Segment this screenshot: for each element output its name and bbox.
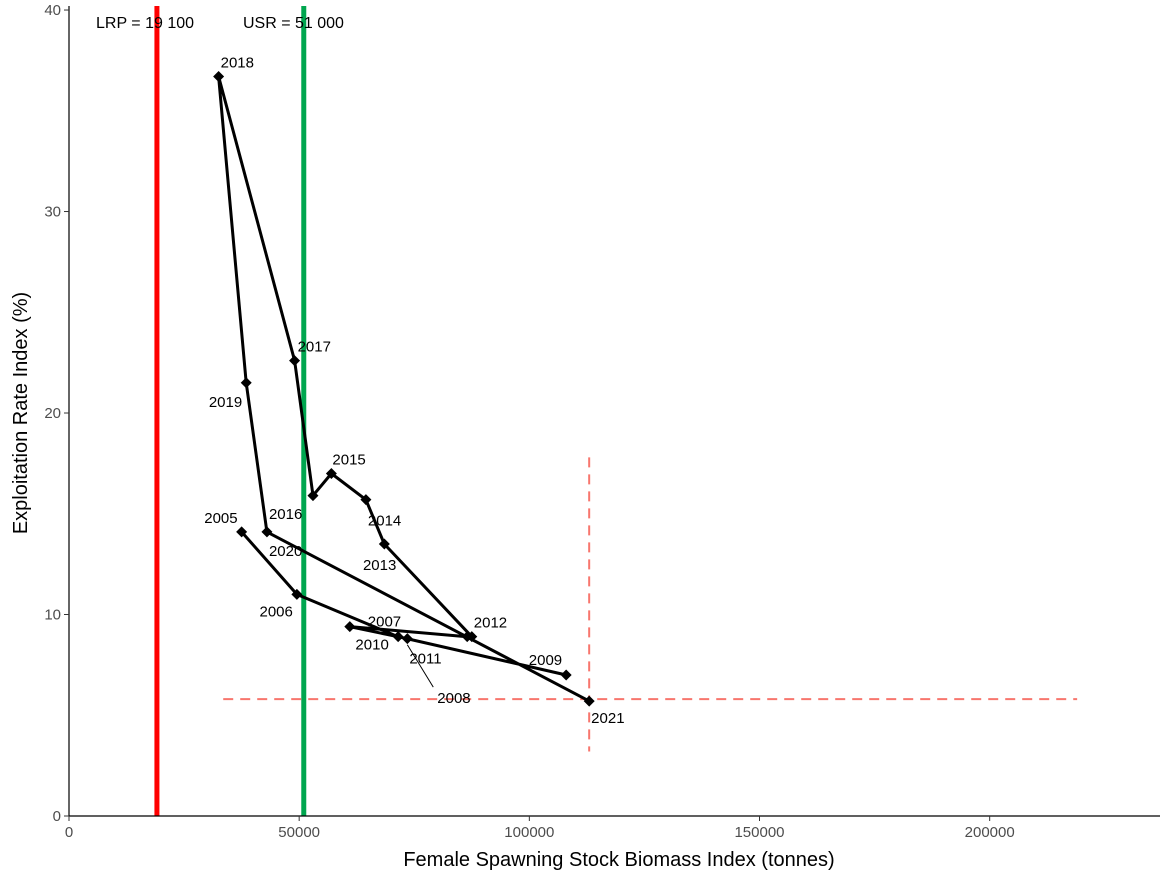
data-point-2008 <box>560 669 572 681</box>
data-point-2018 <box>213 71 225 83</box>
point-label-2011: 2011 <box>409 651 441 668</box>
x-tick-label-1: 50000 <box>278 824 320 841</box>
y-axis-title: Exploitation Rate Index (%) <box>10 292 32 534</box>
point-label-2009: 2009 <box>529 652 562 669</box>
reference-label-usr: USR = 51 000 <box>243 15 344 32</box>
point-label-2006: 2006 <box>259 603 292 620</box>
data-point-2019 <box>240 377 252 389</box>
data-point-2006 <box>291 588 303 600</box>
data-point-2021 <box>583 695 595 707</box>
point-label-2014: 2014 <box>368 513 401 530</box>
point-label-2005: 2005 <box>204 510 237 527</box>
x-tick-label-3: 150000 <box>734 824 784 841</box>
x-axis: 0 50000 100000 150000 200000 <box>65 815 1160 841</box>
data-point-2012 <box>466 631 478 643</box>
point-label-2018: 2018 <box>221 55 254 72</box>
point-label-2017: 2017 <box>298 339 331 356</box>
data-point-2010 <box>344 621 356 633</box>
y-tick-label-1: 10 <box>44 607 61 624</box>
data-point-2014 <box>360 494 372 506</box>
point-label-2010: 2010 <box>355 637 388 654</box>
point-label-2021: 2021 <box>591 710 624 727</box>
data-point-2007 <box>392 631 404 643</box>
x-axis-title: Female Spawning Stock Biomass Index (ton… <box>403 849 834 871</box>
y-tick-label-3: 30 <box>44 204 61 221</box>
data-point-2015 <box>325 467 337 479</box>
x-tick-label-0: 0 <box>65 824 73 841</box>
point-label-2015: 2015 <box>332 451 365 468</box>
point-label-2016: 2016 <box>269 506 302 523</box>
callout-line-2008 <box>406 644 434 688</box>
y-tick-label-0: 0 <box>53 808 61 825</box>
data-point-2005 <box>236 526 248 538</box>
point-label-2019: 2019 <box>209 394 242 411</box>
data-point-2013 <box>378 538 390 550</box>
x-tick-label-4: 200000 <box>965 824 1015 841</box>
point-label-2013: 2013 <box>363 557 396 574</box>
data-point-2017 <box>289 355 301 367</box>
point-label-2007: 2007 <box>368 614 401 631</box>
point-label-2008: 2008 <box>437 690 470 707</box>
data-point-2009 <box>401 633 413 645</box>
point-label-2020: 2020 <box>269 543 302 560</box>
y-tick-label-2: 20 <box>44 405 61 422</box>
x-tick-label-2: 100000 <box>504 824 554 841</box>
data-point-2016 <box>307 490 319 502</box>
point-label-2012: 2012 <box>474 615 507 632</box>
reference-label-lrp: LRP = 19 100 <box>96 15 194 32</box>
data-point-2020 <box>261 526 273 538</box>
y-tick-label-4: 40 <box>44 2 61 19</box>
plot-area: 2005 2006 2007 2008 2009 2010 2011 2012 2013 2014… <box>96 6 1078 816</box>
y-axis: 0 10 20 30 40 <box>44 2 70 825</box>
